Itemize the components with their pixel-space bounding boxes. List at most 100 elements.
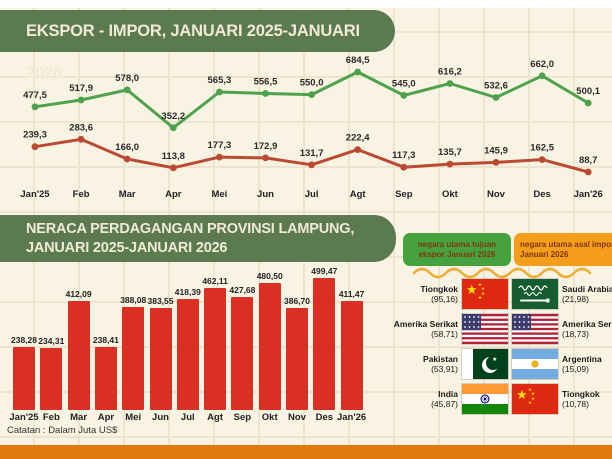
ekspor-point bbox=[354, 68, 362, 76]
flag-in-icon bbox=[461, 383, 509, 415]
flag-sa-icon bbox=[511, 278, 559, 310]
bar bbox=[149, 308, 172, 410]
impor-data-label: 145,9 bbox=[484, 145, 508, 156]
ekspor-data-label: 532,6 bbox=[484, 81, 508, 92]
top-white-strip bbox=[0, 0, 612, 8]
svg-text:★: ★ bbox=[478, 295, 482, 301]
bar bbox=[286, 307, 308, 410]
neraca-title-line1: NERACA PERDAGANGAN PROVINSI LAMPUNG, bbox=[26, 221, 355, 237]
export-destinations-header: negara utama tujuan ekspor Januari 2026 bbox=[403, 233, 511, 266]
bar-data-label: 462,11 bbox=[202, 275, 228, 286]
x-axis-label: Jan'25 bbox=[20, 189, 50, 200]
wavy-divider bbox=[412, 267, 592, 279]
import-country-label: Tiongkok (10,78) bbox=[562, 388, 600, 409]
impor-data-label: 222,4 bbox=[346, 133, 370, 144]
impor-point bbox=[77, 135, 85, 143]
impor-data-label: 239,3 bbox=[23, 130, 47, 141]
ekspor-data-label: 616,2 bbox=[438, 67, 462, 78]
bar bbox=[40, 347, 63, 410]
bar bbox=[176, 299, 199, 410]
x-axis-label: Agt bbox=[207, 412, 224, 423]
x-axis-label: Mar bbox=[70, 412, 88, 423]
impor-point bbox=[400, 163, 408, 171]
x-axis-label: Jan'26 bbox=[573, 189, 603, 200]
x-axis-label: Okt bbox=[261, 412, 278, 423]
line-chart-x-axis: Jan'25 Feb Mar Apr Mei Jun Jul Agt Sep Okt Nov Des J… bbox=[0, 189, 612, 201]
x-axis-label: Apr bbox=[97, 412, 115, 423]
import-country-label: Argentina (15,09) bbox=[562, 353, 602, 374]
ekspor-point bbox=[262, 90, 269, 97]
ekspor-data-label: 352,2 bbox=[161, 111, 185, 122]
impor-point bbox=[354, 146, 362, 153]
impor-point bbox=[584, 168, 592, 176]
bar bbox=[122, 307, 145, 410]
bar-data-label: 427,68 bbox=[229, 284, 256, 295]
impor-data-label: 135,7 bbox=[438, 147, 462, 158]
neraca-bar-chart: 238,28 234,31 412,09 238,41 388,08 383,55 418,… bbox=[0, 266, 380, 410]
ekspor-data-label: 578,0 bbox=[115, 73, 139, 84]
bar-data-label: 411,47 bbox=[338, 289, 365, 299]
ekspor-data-label: 556,5 bbox=[254, 77, 278, 88]
ekspor-data-label: 517,9 bbox=[69, 83, 93, 94]
svg-text:★: ★ bbox=[478, 282, 482, 288]
impor-point bbox=[169, 164, 177, 172]
bar-data-label: 418,39 bbox=[174, 287, 201, 298]
ekspor-point bbox=[77, 96, 85, 104]
impor-point bbox=[446, 160, 454, 168]
flag-us-icon bbox=[461, 313, 509, 345]
bar bbox=[340, 301, 363, 410]
bar-data-label: 383,55 bbox=[147, 296, 174, 307]
bar bbox=[258, 282, 281, 410]
ekspor-impor-title: EKSPOR - IMPOR, JANUARI 2025-JANUARI 202… bbox=[26, 22, 360, 82]
ekspor-data-label: 684,5 bbox=[346, 55, 370, 66]
ekspor-data-label: 545,0 bbox=[392, 78, 416, 89]
ekspor-data-label: 662,0 bbox=[530, 59, 554, 70]
bar bbox=[67, 300, 90, 410]
ekspor-point bbox=[538, 72, 546, 80]
import-country-label: Amerika Serikat(18,73) bbox=[562, 318, 612, 339]
bar-data-label: 388,08 bbox=[120, 295, 147, 306]
impor-data-label: 131,7 bbox=[300, 148, 324, 159]
x-axis-label: Des bbox=[315, 412, 334, 423]
svg-text:★: ★ bbox=[466, 283, 478, 298]
x-axis-label: Jan'26 bbox=[336, 412, 367, 423]
x-axis-label: Mei bbox=[125, 412, 142, 423]
x-axis-label: Okt bbox=[441, 189, 458, 200]
svg-text:★: ★ bbox=[492, 356, 497, 363]
flag-cn-icon: ★ ★ ★ ★ ★ bbox=[511, 383, 559, 415]
ekspor-impor-title-banner: EKSPOR - IMPOR, JANUARI 2025-JANUARI 202… bbox=[0, 10, 395, 82]
impor-point bbox=[538, 156, 546, 163]
export-country-label: India (45,87) bbox=[431, 388, 458, 409]
ekspor-impor-line-chart: 477,5 517,9 578,0 352,2 565,3 556,5 550,0 684,5… bbox=[23, 55, 601, 176]
flag-ar-icon bbox=[511, 348, 559, 380]
x-axis-label: Des bbox=[533, 189, 551, 200]
bar-data-label: 412,09 bbox=[65, 288, 92, 299]
ekspor-data-label: 565,3 bbox=[208, 75, 232, 86]
ekspor-point bbox=[123, 86, 131, 94]
x-axis-label: Jul bbox=[180, 412, 195, 423]
impor-data-label: 162,5 bbox=[530, 143, 554, 154]
ekspor-data-label: 477,5 bbox=[23, 90, 47, 101]
footnote: Catatan : Dalam Juta US$ bbox=[7, 425, 118, 436]
x-axis-label: Jun bbox=[257, 189, 274, 200]
bar-data-label: 234,31 bbox=[38, 335, 65, 346]
svg-text:★: ★ bbox=[481, 286, 485, 292]
flag-us-icon bbox=[511, 313, 559, 345]
ekspor-data-label: 550,0 bbox=[300, 78, 324, 89]
impor-data-label: 177,3 bbox=[208, 140, 232, 151]
country-flags-panel: Tiongkok (95,16) ★ ★ ★ ★ ★ Saudi Arabia (21,98) A… bbox=[392, 278, 612, 415]
ekspor-point bbox=[216, 88, 223, 96]
x-axis-label: Nov bbox=[288, 412, 306, 423]
svg-text:★: ★ bbox=[481, 291, 485, 297]
svg-text:★: ★ bbox=[528, 400, 532, 406]
export-country-label: Pakistan (53,91) bbox=[423, 353, 458, 374]
ekspor-point bbox=[446, 80, 454, 87]
x-axis-label: Mar bbox=[118, 189, 136, 200]
impor-data-label: 172,9 bbox=[254, 141, 278, 152]
impor-data-label: 117,3 bbox=[392, 150, 415, 161]
bar-chart-x-axis: Jan'25 Feb Mar Apr Mei Jun Jul Agt Sep Okt Nov Des J… bbox=[0, 412, 612, 424]
neraca-title-banner: NERACA PERDAGANGAN PROVINSI LAMPUNG, JAN… bbox=[0, 215, 396, 262]
impor-data-label: 166,0 bbox=[115, 142, 139, 153]
x-axis-label: Apr bbox=[165, 189, 182, 200]
